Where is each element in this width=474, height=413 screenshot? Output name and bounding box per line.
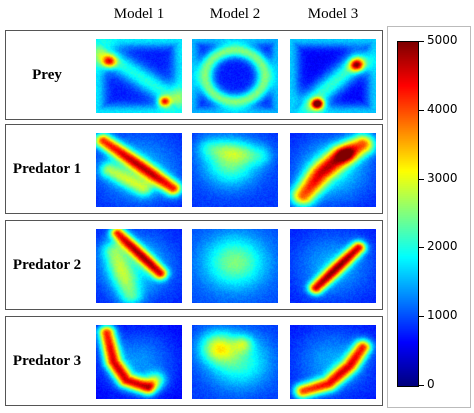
colorbar-tick-label: 4000 <box>427 101 458 116</box>
row-label-predator-1: Predator 1 <box>12 160 82 177</box>
colorbar-panel: 0 1000 2000 3000 4000 5000 <box>387 26 471 408</box>
heatmap-predator-3-model-1 <box>96 325 182 399</box>
row-predator-1: Predator 1 <box>5 124 383 214</box>
colorbar-tick-mark <box>419 41 424 42</box>
column-header-model-2: Model 2 <box>209 6 261 22</box>
colorbar-tick-mark <box>419 247 424 249</box>
colorbar-tick-label: 2000 <box>427 239 458 254</box>
column-header-model-1: Model 1 <box>113 6 165 22</box>
heatmap-predator-3-model-2 <box>192 325 278 399</box>
colorbar-tick-label: 3000 <box>427 170 458 185</box>
row-label-predator-2: Predator 2 <box>12 256 82 273</box>
row-prey: Prey <box>5 30 383 120</box>
colorbar <box>397 41 419 387</box>
heatmap-prey-model-1 <box>96 39 182 113</box>
heatmap-predator-1-model-3 <box>290 133 376 207</box>
colorbar-tick-mark <box>419 316 424 318</box>
heatmap-predator-2-model-2 <box>192 229 278 303</box>
row-predator-3: Predator 3 <box>5 316 383 406</box>
column-header-model-3: Model 3 <box>307 6 359 22</box>
heatmap-prey-model-2 <box>192 39 278 113</box>
colorbar-tick-label: 5000 <box>427 33 458 47</box>
colorbar-tick-label: 1000 <box>427 308 458 323</box>
colorbar-tick-mark <box>419 385 424 386</box>
heatmap-predator-2-model-3 <box>290 229 376 303</box>
row-label-predator-3: Predator 3 <box>12 352 82 369</box>
heatmap-predator-2-model-1 <box>96 229 182 303</box>
heatmap-prey-model-3 <box>290 39 376 113</box>
heatmap-predator-3-model-3 <box>290 325 376 399</box>
colorbar-tick-label: 0 <box>427 377 435 391</box>
heatmap-predator-1-model-2 <box>192 133 278 207</box>
heatmap-predator-1-model-1 <box>96 133 182 207</box>
colorbar-tick-mark <box>419 109 424 111</box>
row-predator-2: Predator 2 <box>5 220 383 310</box>
row-label-prey: Prey <box>32 66 62 83</box>
colorbar-tick-mark <box>419 178 424 180</box>
